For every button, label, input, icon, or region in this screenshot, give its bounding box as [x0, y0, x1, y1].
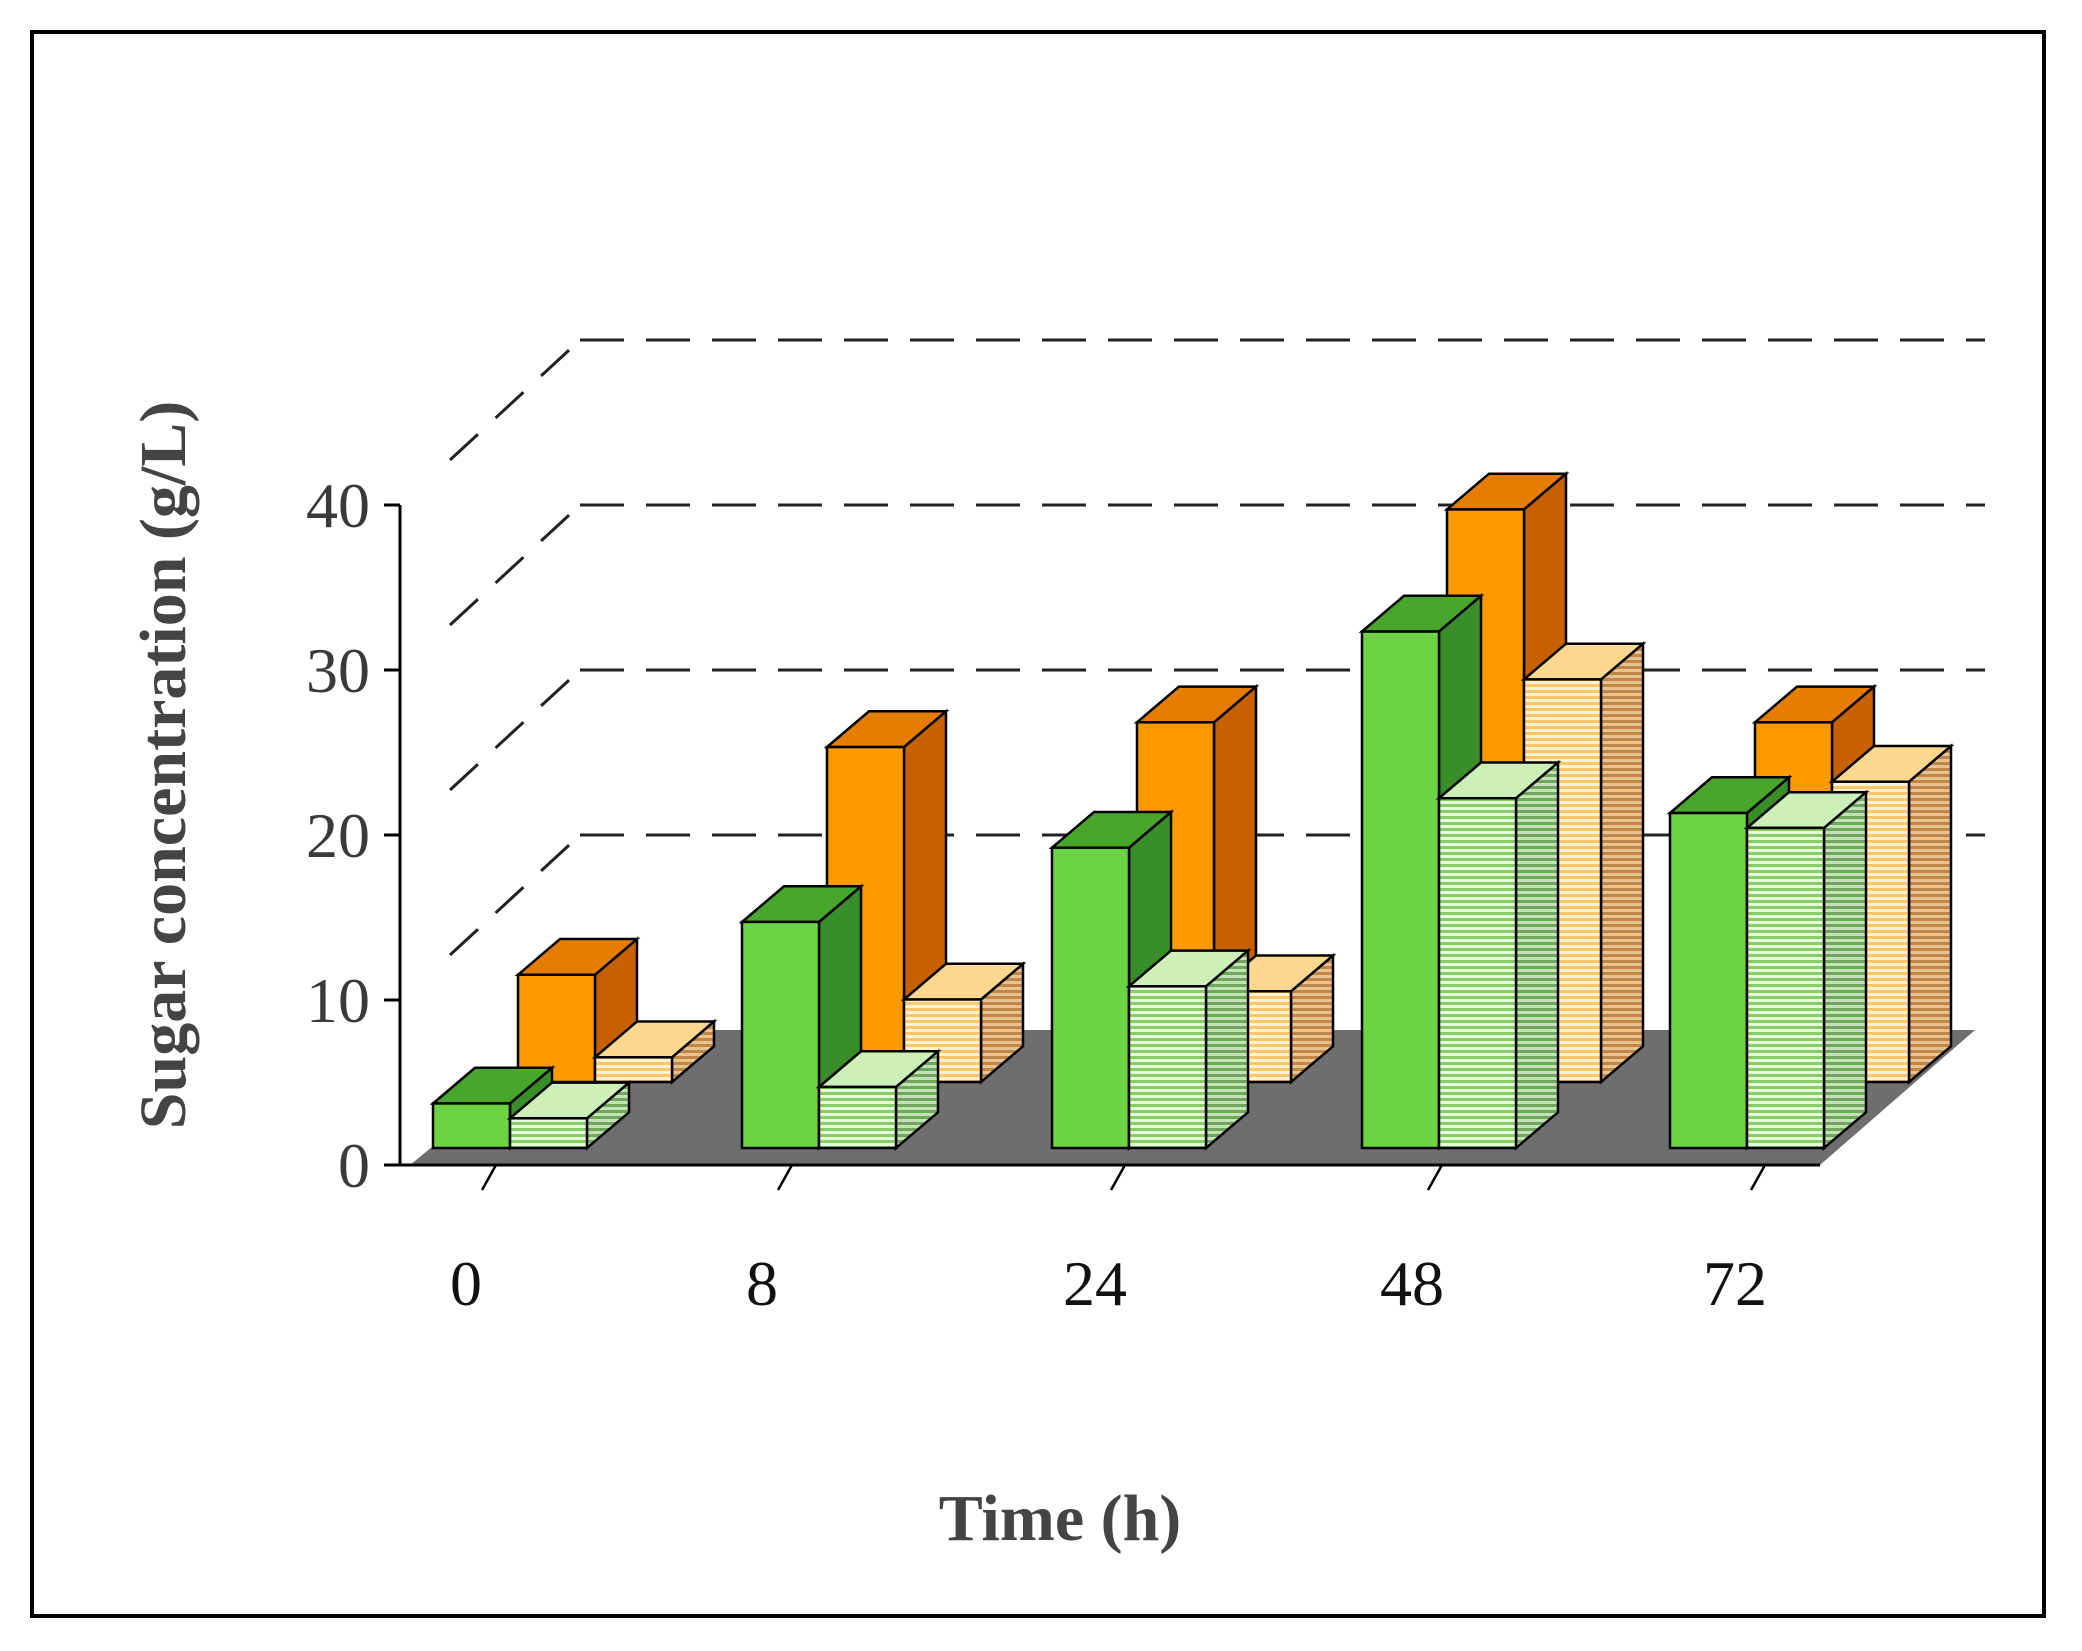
y-tick-label: 40	[306, 470, 370, 541]
x-tick-label: 24	[1063, 1248, 1127, 1319]
bar-back-s3-0-front	[593, 1056, 674, 1084]
x-tick	[480, 1164, 498, 1191]
bar-front-s1-1	[815, 1048, 942, 1151]
bar-front-s0-3-front	[1360, 630, 1441, 1150]
bar-front-s0-1-front	[740, 920, 821, 1150]
gridline-connector	[448, 668, 582, 792]
bar-front-s1-4-front	[1745, 826, 1826, 1150]
bar-back-s3-3-side	[1599, 640, 1645, 1085]
y-tick-label: 10	[306, 965, 370, 1036]
bar-front-s1-1-front	[817, 1085, 898, 1150]
x-tick-label: 48	[1380, 1248, 1444, 1319]
x-tick	[1109, 1164, 1127, 1191]
bar-front-s1-0	[506, 1079, 633, 1151]
gridline-connector	[448, 338, 582, 462]
bar-front-s0-2-front	[1050, 846, 1131, 1150]
x-tick-label: 72	[1703, 1248, 1767, 1319]
bar-back-s2-0-front	[516, 973, 597, 1084]
y-tick-label: 0	[338, 1130, 370, 1201]
bar-front-s0-0-front	[431, 1102, 512, 1150]
bar-front-s1-4	[1743, 789, 1870, 1151]
y-axis-title: Sugar concentration (g/L)	[127, 401, 200, 1129]
bar-front-s1-4-side	[1822, 789, 1868, 1151]
bar-front-s1-0-front	[508, 1117, 589, 1150]
y-tick-label: 30	[306, 635, 370, 706]
bar-front-s1-3-front	[1437, 796, 1518, 1150]
bar-front-s0-4-front	[1668, 811, 1749, 1150]
bar-back-s3-4-side	[1907, 743, 1953, 1085]
bar-front-s1-2	[1125, 947, 1252, 1151]
y-tick-label: 20	[306, 800, 370, 871]
x-tick	[1426, 1164, 1444, 1191]
bar-front-s1-3-side	[1514, 759, 1560, 1151]
x-tick-label: 0	[450, 1248, 482, 1319]
bar-back-s3-1	[900, 961, 1027, 1085]
bar-front-s1-3	[1435, 759, 1562, 1151]
x-axis-title: Time (h)	[939, 1482, 1182, 1555]
bar-back-s2-0	[514, 936, 641, 1085]
x-tick	[1749, 1164, 1767, 1191]
bar-front-s1-2-front	[1127, 985, 1208, 1150]
x-tick	[776, 1164, 794, 1191]
chart-frame	[30, 30, 2046, 1618]
gridline-connector	[448, 833, 582, 957]
bar-back-s3-3	[1520, 640, 1647, 1085]
x-tick-label: 8	[746, 1248, 778, 1319]
gridline-connector	[448, 503, 582, 627]
bar-back-s3-0	[591, 1018, 718, 1085]
